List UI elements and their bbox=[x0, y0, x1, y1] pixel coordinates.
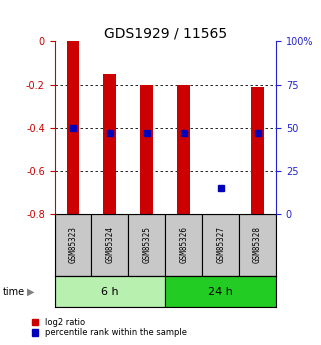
Bar bbox=[165, 276, 276, 307]
Text: 24 h: 24 h bbox=[208, 287, 233, 296]
Bar bbox=[202, 214, 239, 276]
Text: GSM85323: GSM85323 bbox=[68, 226, 78, 264]
Bar bbox=[66, 41, 80, 216]
Text: time: time bbox=[3, 287, 25, 296]
Text: 6 h: 6 h bbox=[101, 287, 119, 296]
Bar bbox=[91, 214, 128, 276]
Text: GSM85324: GSM85324 bbox=[105, 226, 115, 264]
Text: GSM85325: GSM85325 bbox=[142, 226, 152, 264]
Text: GSM85326: GSM85326 bbox=[179, 226, 188, 264]
Title: GDS1929 / 11565: GDS1929 / 11565 bbox=[104, 26, 227, 40]
Bar bbox=[165, 214, 202, 276]
Text: GSM85327: GSM85327 bbox=[216, 226, 225, 264]
Bar bbox=[55, 214, 91, 276]
Bar bbox=[128, 214, 165, 276]
Bar bbox=[251, 87, 264, 216]
Bar bbox=[140, 85, 153, 216]
Text: GSM85328: GSM85328 bbox=[253, 226, 262, 264]
Bar bbox=[55, 276, 165, 307]
Bar bbox=[103, 74, 117, 216]
Legend: log2 ratio, percentile rank within the sample: log2 ratio, percentile rank within the s… bbox=[30, 316, 188, 339]
Bar bbox=[239, 214, 276, 276]
Bar bbox=[177, 85, 190, 216]
Text: ▶: ▶ bbox=[27, 287, 34, 296]
